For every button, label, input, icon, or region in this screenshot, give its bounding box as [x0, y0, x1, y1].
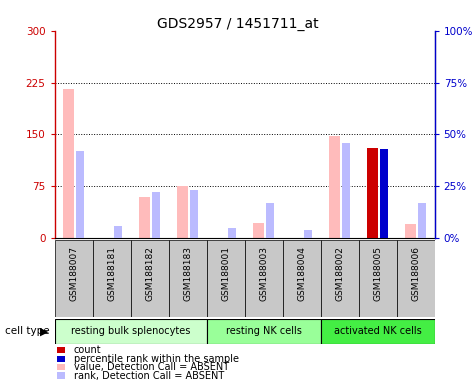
Text: ▶: ▶ — [40, 326, 48, 336]
Text: resting NK cells: resting NK cells — [226, 326, 302, 336]
Bar — [76, 151, 84, 238]
Bar — [114, 226, 122, 238]
Text: GSM188006: GSM188006 — [411, 246, 420, 301]
FancyBboxPatch shape — [321, 319, 435, 344]
Bar — [342, 143, 350, 238]
Text: percentile rank within the sample: percentile rank within the sample — [74, 354, 238, 364]
Bar — [266, 203, 274, 238]
FancyBboxPatch shape — [397, 240, 435, 317]
Bar — [152, 192, 160, 238]
Text: GSM188003: GSM188003 — [259, 246, 268, 301]
FancyBboxPatch shape — [93, 240, 131, 317]
Text: GDS2957 / 1451711_at: GDS2957 / 1451711_at — [157, 17, 318, 31]
FancyBboxPatch shape — [245, 240, 283, 317]
Text: GSM188183: GSM188183 — [183, 246, 192, 301]
Text: resting bulk splenocytes: resting bulk splenocytes — [71, 326, 190, 336]
Bar — [63, 89, 74, 238]
Bar — [367, 148, 378, 238]
FancyBboxPatch shape — [283, 240, 321, 317]
Bar — [228, 228, 236, 238]
Bar — [418, 203, 426, 238]
FancyBboxPatch shape — [169, 240, 207, 317]
Text: value, Detection Call = ABSENT: value, Detection Call = ABSENT — [74, 362, 229, 372]
Bar — [177, 186, 188, 238]
Text: GSM188002: GSM188002 — [335, 246, 344, 301]
Text: GSM188181: GSM188181 — [107, 246, 116, 301]
Bar — [304, 230, 312, 238]
FancyBboxPatch shape — [131, 240, 169, 317]
FancyBboxPatch shape — [55, 240, 93, 317]
Text: GSM188004: GSM188004 — [297, 246, 306, 301]
Text: GSM188007: GSM188007 — [69, 246, 78, 301]
Text: rank, Detection Call = ABSENT: rank, Detection Call = ABSENT — [74, 371, 224, 381]
FancyBboxPatch shape — [359, 240, 397, 317]
Text: GSM188182: GSM188182 — [145, 246, 154, 301]
FancyBboxPatch shape — [321, 240, 359, 317]
Bar — [253, 223, 264, 238]
FancyBboxPatch shape — [207, 319, 321, 344]
Text: activated NK cells: activated NK cells — [334, 326, 421, 336]
FancyBboxPatch shape — [207, 240, 245, 317]
Bar — [329, 136, 340, 238]
Text: cell type: cell type — [5, 326, 49, 336]
Bar — [139, 197, 150, 238]
Bar — [405, 224, 416, 238]
Bar — [190, 190, 198, 238]
Text: count: count — [74, 345, 101, 355]
Text: GSM188005: GSM188005 — [373, 246, 382, 301]
Text: GSM188001: GSM188001 — [221, 246, 230, 301]
Bar — [380, 149, 388, 238]
FancyBboxPatch shape — [55, 319, 207, 344]
